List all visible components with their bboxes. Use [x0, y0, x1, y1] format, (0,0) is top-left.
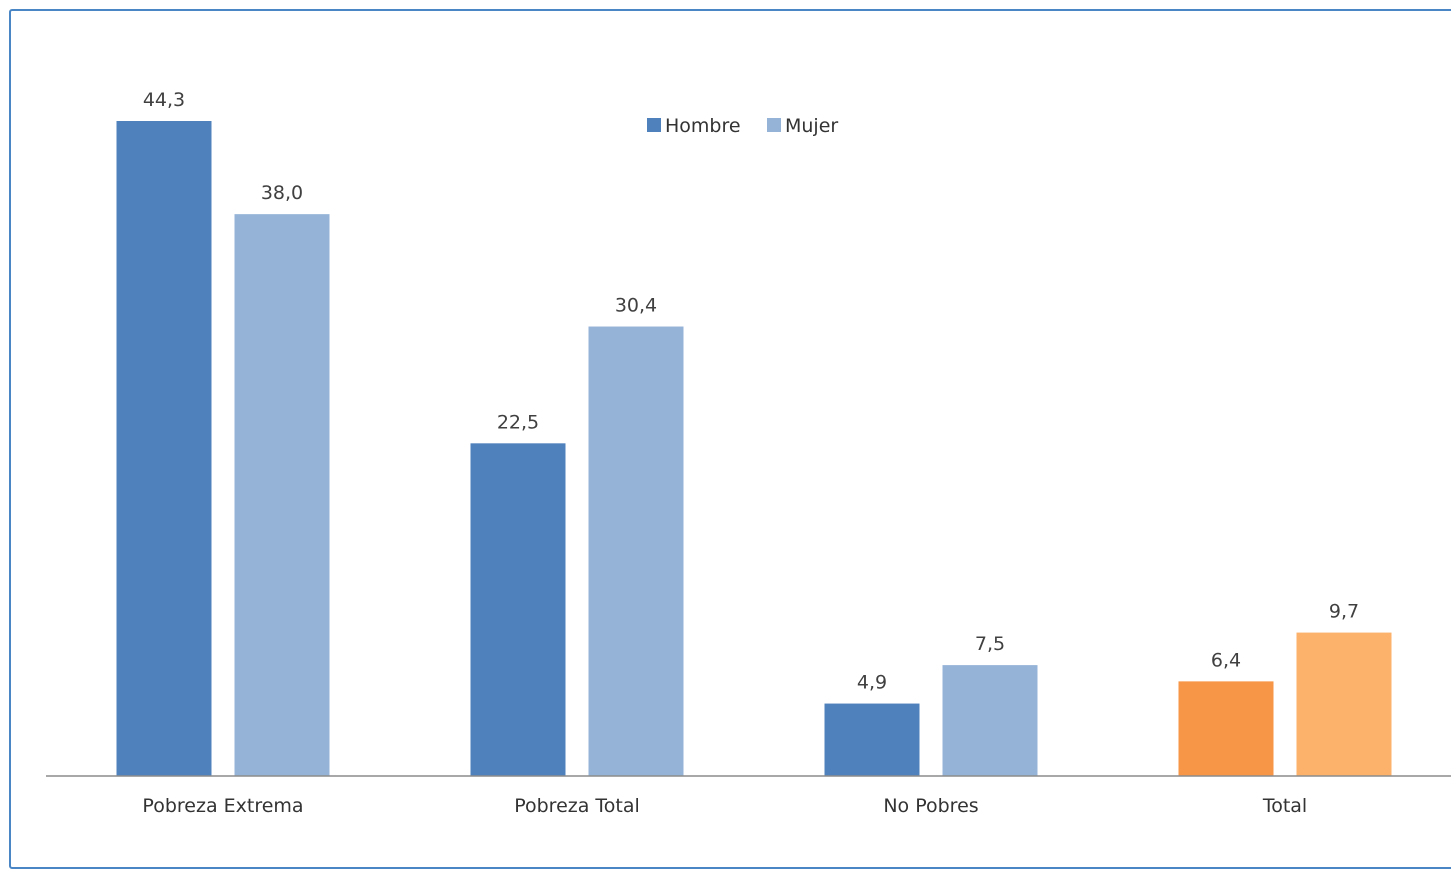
value-label-pobreza-total-hombre: 22,5	[497, 411, 539, 433]
category-label-no-pobres: No Pobres	[883, 795, 978, 817]
bar-pobreza-total-mujer	[588, 326, 684, 776]
bars-group	[116, 121, 1392, 776]
legend-swatch-hombre	[647, 118, 661, 132]
bar-pobreza-extrema-mujer	[234, 214, 330, 776]
bar-pobreza-total-hombre	[470, 443, 566, 776]
value-label-pobreza-total-mujer: 30,4	[615, 295, 657, 317]
value-label-pobreza-extrema-mujer: 38,0	[261, 182, 303, 204]
legend-label-mujer: Mujer	[785, 115, 838, 137]
labels-group: 44,3 38,0 Pobreza Extrema 22,5 30,4 Pobreza T…	[142, 89, 1359, 817]
bar-total-mujer	[1296, 632, 1392, 776]
category-label-total: Total	[1262, 795, 1307, 817]
category-label-pobreza-total: Pobreza Total	[514, 795, 640, 817]
value-label-pobreza-extrema-hombre: 44,3	[143, 89, 185, 111]
legend-label-hombre: Hombre	[665, 115, 741, 137]
value-label-total-hombre: 6,4	[1211, 649, 1241, 671]
bar-total-hombre	[1178, 681, 1274, 776]
value-label-no-pobres-hombre: 4,9	[857, 672, 887, 694]
bar-pobreza-extrema-hombre	[116, 121, 212, 776]
value-label-total-mujer: 9,7	[1329, 601, 1359, 623]
bar-no-pobres-hombre	[824, 703, 920, 776]
category-label-pobreza-extrema: Pobreza Extrema	[142, 795, 303, 817]
legend-swatch-mujer	[767, 118, 781, 132]
legend: Hombre Mujer	[647, 115, 838, 137]
bar-no-pobres-mujer	[942, 665, 1038, 776]
value-label-no-pobres-mujer: 7,5	[975, 633, 1005, 655]
